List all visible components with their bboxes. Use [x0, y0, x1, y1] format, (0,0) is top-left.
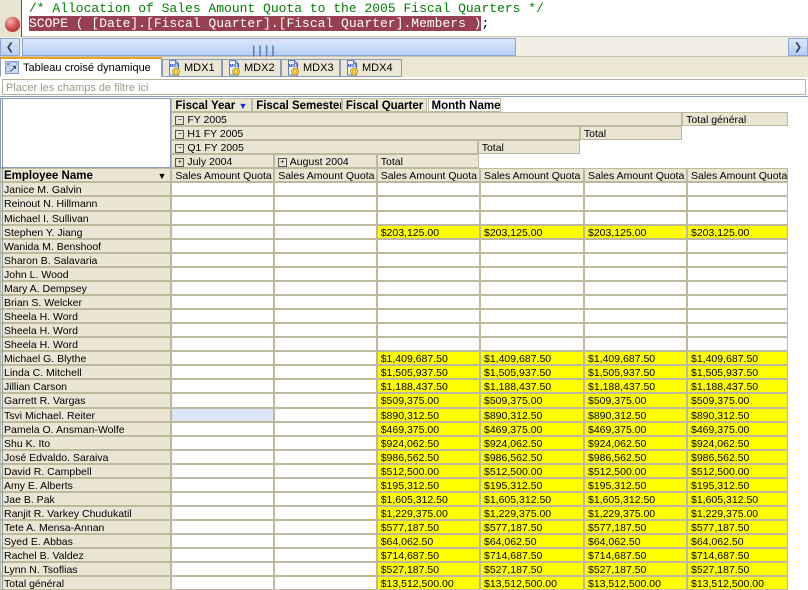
- svg-text:MDX: MDX: [348, 63, 358, 68]
- svg-text:MDX: MDX: [230, 63, 240, 68]
- svg-text:MDX: MDX: [170, 63, 180, 68]
- svg-text:MDX: MDX: [289, 63, 299, 68]
